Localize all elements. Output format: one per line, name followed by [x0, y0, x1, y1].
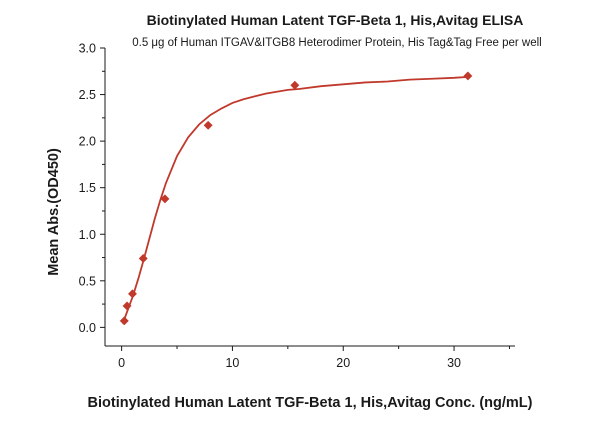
x-tick-label: 30 [447, 356, 461, 370]
x-tick-label: 10 [225, 356, 239, 370]
y-tick-label: 3.0 [79, 42, 96, 56]
data-point [122, 301, 132, 311]
y-tick-label: 1.5 [79, 181, 96, 195]
x-tick-label: 20 [336, 356, 350, 370]
data-point [138, 253, 148, 264]
data-point [127, 289, 138, 299]
y-tick-label: 0.5 [79, 274, 96, 288]
x-tick-label: 0 [118, 356, 125, 370]
data-point [119, 316, 129, 326]
y-axis-label: Mean Abs.(OD450) [46, 148, 62, 276]
data-point [290, 80, 300, 90]
x-axis-label: Biotinylated Human Latent TGF-Beta 1, Hi… [88, 395, 533, 411]
data-points [119, 71, 473, 326]
axes [104, 48, 515, 347]
chart-subtitle: 0.5 μg of Human ITGAV&ITGB8 Heterodimer … [132, 37, 542, 49]
x-ticks: 0 10 20 30 [118, 346, 510, 370]
y-tick-label: 2.0 [79, 135, 96, 149]
y-tick-label: 1.0 [79, 228, 96, 242]
chart-title: Biotinylated Human Latent TGF-Beta 1, Hi… [147, 12, 524, 28]
y-tick-label: 2.5 [79, 88, 96, 102]
fit-curve [121, 75, 469, 324]
data-point [160, 194, 170, 204]
data-point [203, 120, 213, 130]
y-ticks: 0.0 0.5 1.0 1.5 2.0 2.5 3.0 [79, 42, 105, 335]
data-point [463, 71, 473, 81]
y-tick-label: 0.0 [79, 321, 96, 335]
